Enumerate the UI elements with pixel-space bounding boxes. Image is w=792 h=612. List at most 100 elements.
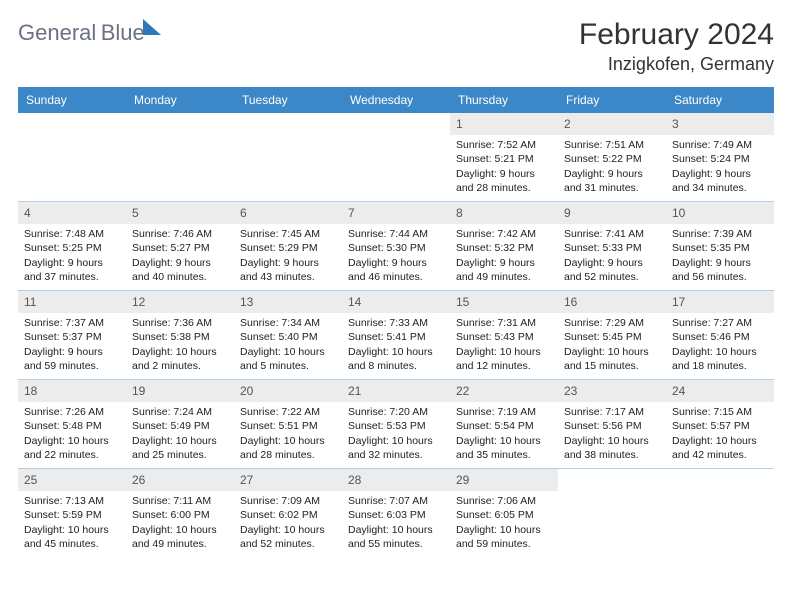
sunset-line: Sunset: 5:59 PM <box>24 508 120 522</box>
sunset-line: Sunset: 5:48 PM <box>24 419 120 433</box>
sunrise-line: Sunrise: 7:09 AM <box>240 494 336 508</box>
sunrise-line: Sunrise: 7:49 AM <box>672 138 768 152</box>
day-number: 12 <box>126 291 234 313</box>
day-cell: 24Sunrise: 7:15 AMSunset: 5:57 PMDayligh… <box>666 380 774 468</box>
sunrise-line: Sunrise: 7:41 AM <box>564 227 660 241</box>
day-cell: 23Sunrise: 7:17 AMSunset: 5:56 PMDayligh… <box>558 380 666 468</box>
daylight-line: Daylight: 10 hours and 8 minutes. <box>348 345 444 373</box>
day-number: 28 <box>342 469 450 491</box>
day-cell: 3Sunrise: 7:49 AMSunset: 5:24 PMDaylight… <box>666 113 774 201</box>
daylight-line: Daylight: 9 hours and 52 minutes. <box>564 256 660 284</box>
day-number: 14 <box>342 291 450 313</box>
sunrise-line: Sunrise: 7:31 AM <box>456 316 552 330</box>
sunset-line: Sunset: 5:41 PM <box>348 330 444 344</box>
daylight-line: Daylight: 10 hours and 5 minutes. <box>240 345 336 373</box>
row-separator <box>18 379 774 380</box>
empty-cell: . <box>126 113 234 201</box>
sunset-line: Sunset: 5:25 PM <box>24 241 120 255</box>
sunrise-line: Sunrise: 7:15 AM <box>672 405 768 419</box>
sunset-line: Sunset: 5:49 PM <box>132 419 228 433</box>
daylight-line: Daylight: 10 hours and 22 minutes. <box>24 434 120 462</box>
weekday-header: Saturday <box>666 87 774 113</box>
weekday-header: Sunday <box>18 87 126 113</box>
empty-cell: . <box>234 113 342 201</box>
sunset-line: Sunset: 6:00 PM <box>132 508 228 522</box>
sunset-line: Sunset: 5:33 PM <box>564 241 660 255</box>
sunset-line: Sunset: 5:24 PM <box>672 152 768 166</box>
day-number: 25 <box>18 469 126 491</box>
weekday-header: Monday <box>126 87 234 113</box>
sunrise-line: Sunrise: 7:48 AM <box>24 227 120 241</box>
daylight-line: Daylight: 9 hours and 43 minutes. <box>240 256 336 284</box>
sunrise-line: Sunrise: 7:13 AM <box>24 494 120 508</box>
daylight-line: Daylight: 10 hours and 18 minutes. <box>672 345 768 373</box>
day-number: 18 <box>18 380 126 402</box>
sunrise-line: Sunrise: 7:29 AM <box>564 316 660 330</box>
month-title: February 2024 <box>579 18 774 52</box>
daylight-line: Daylight: 9 hours and 59 minutes. <box>24 345 120 373</box>
daylight-line: Daylight: 10 hours and 42 minutes. <box>672 434 768 462</box>
day-cell: 20Sunrise: 7:22 AMSunset: 5:51 PMDayligh… <box>234 380 342 468</box>
day-cell: 16 Sunrise: 7:29 AMSunset: 5:45 PMDayligh… <box>558 291 666 379</box>
sunset-line: Sunset: 5:53 PM <box>348 419 444 433</box>
weekday-header: Wednesday <box>342 87 450 113</box>
sunset-line: Sunset: 5:40 PM <box>240 330 336 344</box>
sunrise-line: Sunrise: 7:42 AM <box>456 227 552 241</box>
day-cell: 21Sunrise: 7:20 AMSunset: 5:53 PMDayligh… <box>342 380 450 468</box>
sunrise-line: Sunrise: 7:51 AM <box>564 138 660 152</box>
day-number: 15 <box>450 291 558 313</box>
day-number: 29 <box>450 469 558 491</box>
logo-triangle-icon <box>143 19 161 35</box>
title-block: February 2024 Inzigkofen, Germany <box>579 18 774 75</box>
day-cell: 26Sunrise: 7:11 AMSunset: 6:00 PMDayligh… <box>126 469 234 557</box>
daylight-line: Daylight: 10 hours and 45 minutes. <box>24 523 120 551</box>
day-cell: 8Sunrise: 7:42 AMSunset: 5:32 PMDaylight… <box>450 202 558 290</box>
day-cell: 19Sunrise: 7:24 AMSunset: 5:49 PMDayligh… <box>126 380 234 468</box>
sunset-line: Sunset: 5:57 PM <box>672 419 768 433</box>
calendar-grid: ....1Sunrise: 7:52 AMSunset: 5:21 PMDayl… <box>18 113 774 557</box>
location: Inzigkofen, Germany <box>579 54 774 75</box>
day-cell: 11Sunrise: 7:37 AMSunset: 5:37 PMDayligh… <box>18 291 126 379</box>
sunset-line: Sunset: 5:32 PM <box>456 241 552 255</box>
day-cell: 18Sunrise: 7:26 AMSunset: 5:48 PMDayligh… <box>18 380 126 468</box>
daylight-line: Daylight: 9 hours and 31 minutes. <box>564 167 660 195</box>
sunrise-line: Sunrise: 7:44 AM <box>348 227 444 241</box>
sunset-line: Sunset: 5:29 PM <box>240 241 336 255</box>
empty-cell: . <box>342 113 450 201</box>
calendar-page: General Blue February 2024 Inzigkofen, G… <box>0 0 792 569</box>
sunrise-line: Sunrise: 7:37 AM <box>24 316 120 330</box>
daylight-line: Daylight: 9 hours and 46 minutes. <box>348 256 444 284</box>
day-number: 17 <box>666 291 774 313</box>
daylight-line: Daylight: 10 hours and 28 minutes. <box>240 434 336 462</box>
daylight-line: Daylight: 9 hours and 40 minutes. <box>132 256 228 284</box>
daylight-line: Daylight: 10 hours and 38 minutes. <box>564 434 660 462</box>
day-number: 16 <box>558 291 666 313</box>
sunrise-line: Sunrise: 7:19 AM <box>456 405 552 419</box>
sunset-line: Sunset: 5:30 PM <box>348 241 444 255</box>
sunrise-line: Sunrise: 7:07 AM <box>348 494 444 508</box>
daylight-line: Daylight: 10 hours and 15 minutes. <box>564 345 660 373</box>
sunrise-line: Sunrise: 7:06 AM <box>456 494 552 508</box>
day-number: 21 <box>342 380 450 402</box>
sunset-line: Sunset: 6:05 PM <box>456 508 552 522</box>
day-cell: 28Sunrise: 7:07 AMSunset: 6:03 PMDayligh… <box>342 469 450 557</box>
day-number: 20 <box>234 380 342 402</box>
sunrise-line: Sunrise: 7:20 AM <box>348 405 444 419</box>
sunrise-line: Sunrise: 7:22 AM <box>240 405 336 419</box>
day-cell: 2Sunrise: 7:51 AMSunset: 5:22 PMDaylight… <box>558 113 666 201</box>
sunrise-line: Sunrise: 7:27 AM <box>672 316 768 330</box>
sunset-line: Sunset: 5:37 PM <box>24 330 120 344</box>
sunset-line: Sunset: 6:02 PM <box>240 508 336 522</box>
daylight-line: Daylight: 9 hours and 34 minutes. <box>672 167 768 195</box>
day-number: 13 <box>234 291 342 313</box>
day-cell: 27Sunrise: 7:09 AMSunset: 6:02 PMDayligh… <box>234 469 342 557</box>
day-cell: 25 Sunrise: 7:13 AMSunset: 5:59 PMDayligh… <box>18 469 126 557</box>
daylight-line: Daylight: 10 hours and 12 minutes. <box>456 345 552 373</box>
sunrise-line: Sunrise: 7:46 AM <box>132 227 228 241</box>
day-number: 4 <box>18 202 126 224</box>
sunset-line: Sunset: 5:45 PM <box>564 330 660 344</box>
daylight-line: Daylight: 10 hours and 49 minutes. <box>132 523 228 551</box>
day-cell: 1Sunrise: 7:52 AMSunset: 5:21 PMDaylight… <box>450 113 558 201</box>
day-number: 9 <box>558 202 666 224</box>
day-cell: 6Sunrise: 7:45 AMSunset: 5:29 PMDaylight… <box>234 202 342 290</box>
